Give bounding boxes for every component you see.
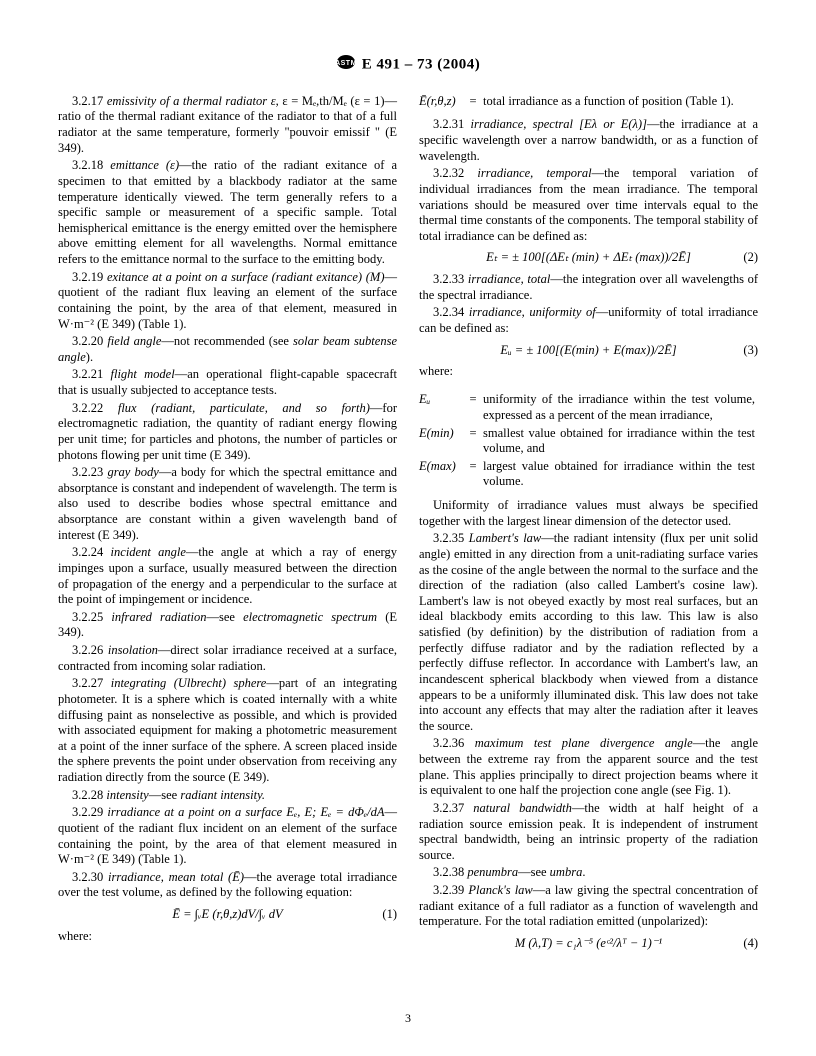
term-3-2-19: 3.2.19 exitance at a point on a surface … [58,270,397,333]
equation-3: Eᵤ = ± 100[(E(min) + E(max))/2Ē](3) [419,343,758,359]
term-3-2-33: 3.2.33 irradiance, total—the integration… [419,272,758,303]
term-3-2-38: 3.2.38 penumbra—see umbra. [419,865,758,881]
term-3-2-17: 3.2.17 emissivity of a thermal radiator … [58,94,397,157]
term-3-2-37: 3.2.37 natural bandwidth—the width at ha… [419,801,758,864]
term-3-2-35: 3.2.35 Lambert's law—the radiant intensi… [419,531,758,734]
term-3-2-29: 3.2.29 irradiance at a point on a surfac… [58,805,397,868]
uniformity-note: Uniformity of irradiance values must alw… [419,498,758,529]
term-3-2-25: 3.2.25 infrared radiation—see electromag… [58,610,397,641]
term-3-2-32: 3.2.32 irradiance, temporal—the temporal… [419,166,758,244]
astm-logo-icon: ASTM [336,54,356,76]
equation-1: Ē = ∫ᵥE (r,θ,z)dV/∫ᵥ dV(1) [58,907,397,923]
page-number: 3 [0,1011,816,1026]
two-column-body: 3.2.17 emissivity of a thermal radiator … [58,94,758,957]
term-3-2-18: 3.2.18 emittance (ε)—the ratio of the ra… [58,158,397,267]
term-3-2-23: 3.2.23 gray body—a body for which the sp… [58,465,397,543]
standard-code: E 491 – 73 (2004) [362,56,481,72]
term-3-2-39: 3.2.39 Planck's law—a law giving the spe… [419,883,758,930]
term-3-2-22: 3.2.22 flux (radiant, particulate, and s… [58,401,397,464]
term-3-2-24: 3.2.24 incident angle—the angle at which… [58,545,397,608]
where-1-label: where: [58,929,397,945]
term-3-2-28: 3.2.28 intensity—see radiant intensity. [58,788,397,804]
where-3-label: where: [419,364,758,380]
svg-text:ASTM: ASTM [336,60,356,67]
where-1-table: Ē(r,θ,z)=total irradiance as a function … [419,94,737,112]
term-3-2-31: 3.2.31 irradiance, spectral [Eλ or E(λ)]… [419,117,758,164]
term-3-2-27: 3.2.27 integrating (Ulbrecht) sphere—par… [58,676,397,785]
where-3-table: Eᵤ=uniformity of the irradiance within t… [419,392,758,492]
term-3-2-21: 3.2.21 flight model—an operational fligh… [58,367,397,398]
term-3-2-30: 3.2.30 irradiance, mean total (Ē)—the av… [58,870,397,901]
term-3-2-20: 3.2.20 field angle—not recommended (see … [58,334,397,365]
term-3-2-26: 3.2.26 insolation—direct solar irradianc… [58,643,397,674]
equation-2: Eₜ = ± 100[(ΔEₜ (min) + ΔEₜ (max))/2Ē](2… [419,250,758,266]
term-3-2-36: 3.2.36 maximum test plane divergence ang… [419,736,758,799]
equation-4: M (λ,T) = c₁λ⁻⁵ (eᶜ²/λᵀ − 1)⁻¹(4) [419,936,758,952]
page-header: ASTM E 491 – 73 (2004) [58,54,758,76]
term-3-2-34: 3.2.34 irradiance, uniformity of—uniform… [419,305,758,336]
